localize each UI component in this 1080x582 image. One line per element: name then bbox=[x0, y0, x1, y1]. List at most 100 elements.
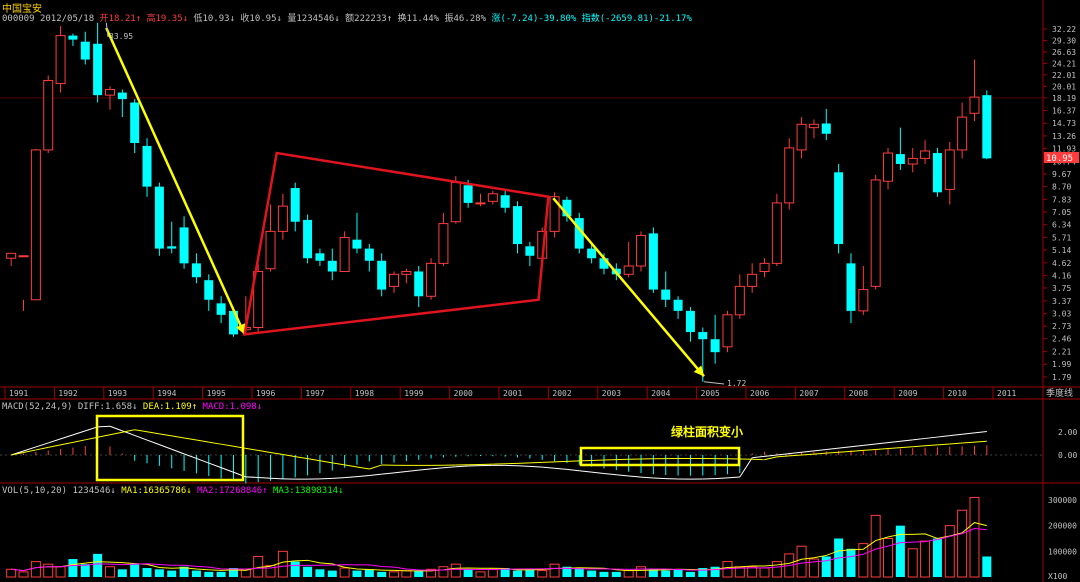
price-tick-label: 16.37 bbox=[1052, 107, 1076, 116]
macd-diff-line bbox=[727, 476, 740, 479]
candle-body-up bbox=[883, 152, 894, 182]
candle-body-up bbox=[438, 223, 449, 264]
macd-diff-line bbox=[789, 451, 802, 455]
up-arrow-icon: ↑ bbox=[386, 14, 393, 24]
candle-body-up bbox=[450, 182, 461, 223]
index-label: 指数 bbox=[581, 14, 600, 24]
ma3-value: 13898314 bbox=[294, 486, 339, 496]
candle-body-up bbox=[759, 262, 770, 272]
high-label: 高 bbox=[146, 14, 156, 24]
volume-bar-up bbox=[6, 568, 17, 578]
volume-bar-up bbox=[43, 563, 54, 578]
candle-body-up bbox=[104, 88, 115, 96]
candle-body-up bbox=[957, 116, 968, 151]
ma1-label: MA1: bbox=[121, 486, 143, 496]
macd-note: 绿柱面积变小 bbox=[671, 424, 743, 439]
macd-dea-line bbox=[35, 446, 49, 451]
macd-dea-line bbox=[196, 439, 209, 443]
down-arrow-icon: ↓ bbox=[132, 402, 138, 412]
macd-diff-line bbox=[443, 466, 456, 469]
down-arrow-icon: ↓ bbox=[110, 486, 116, 496]
macd-dea-line bbox=[776, 455, 790, 458]
macd-tick-label: 2.00 bbox=[1058, 428, 1077, 437]
macd-diff-line bbox=[912, 437, 926, 441]
vol-value: 1234546 bbox=[72, 486, 111, 496]
volume-bar-down bbox=[685, 571, 695, 577]
price-tick-label: 1.99 bbox=[1052, 360, 1071, 369]
macd-diff-line bbox=[245, 476, 259, 478]
highlight-box bbox=[95, 414, 245, 482]
volume-bar-down bbox=[80, 564, 90, 577]
down-arrow-icon: ↓ bbox=[276, 14, 282, 24]
volume-bar-down bbox=[661, 570, 671, 577]
year-tick-label: 1991 bbox=[9, 389, 28, 398]
volume-bar-up bbox=[450, 563, 461, 578]
candle-body-up bbox=[30, 149, 41, 301]
volume-bar-down bbox=[698, 568, 708, 577]
price-tick-label: 8.70 bbox=[1052, 183, 1071, 192]
macd-diff-line bbox=[418, 468, 432, 471]
volume-bar-down bbox=[710, 566, 720, 577]
volume-bar-up bbox=[18, 571, 29, 578]
candle-body-up bbox=[6, 252, 17, 259]
candle-body-down bbox=[303, 219, 313, 259]
volume-bar-up bbox=[487, 568, 498, 578]
macd-dea-line bbox=[159, 433, 172, 437]
vol-unit-label: X100 bbox=[1048, 572, 1067, 581]
macd-dea-line bbox=[282, 454, 296, 458]
macd-diff-line bbox=[220, 467, 234, 473]
macd-dea-line bbox=[208, 441, 222, 445]
volume-bar-up bbox=[55, 566, 66, 578]
macd-dea-line bbox=[801, 453, 814, 456]
macd-diff-line bbox=[962, 432, 975, 435]
macd-diff-line bbox=[554, 467, 567, 470]
volume-bar-up bbox=[796, 545, 807, 578]
macd-diff-line bbox=[715, 477, 728, 480]
ma2-value: 17268846 bbox=[218, 486, 263, 496]
candle-body-down bbox=[513, 206, 523, 245]
down-arrow-icon: ↓ bbox=[229, 14, 235, 24]
stock-name: 中国宝安 bbox=[2, 4, 42, 15]
candle-body-down bbox=[574, 218, 584, 249]
amplitude-label: 振 bbox=[444, 14, 454, 24]
candle-body-down bbox=[982, 95, 992, 159]
candle-body-down bbox=[142, 145, 152, 187]
year-tick-label: 2007 bbox=[799, 389, 818, 398]
price-tick-label: 26.63 bbox=[1052, 48, 1076, 57]
macd-dea-line bbox=[850, 449, 864, 452]
year-tick-label: 1994 bbox=[157, 389, 176, 398]
macd-diff-line bbox=[159, 444, 172, 450]
candle-body-down bbox=[228, 310, 238, 335]
volume-bar-down bbox=[364, 569, 374, 577]
macd-dea-line bbox=[109, 431, 123, 436]
candle-body-down bbox=[117, 92, 127, 100]
year-tick-label: 1997 bbox=[305, 389, 324, 398]
macd-value: 1.098 bbox=[229, 402, 257, 412]
macd-panel: 2.00 0.00 bbox=[0, 414, 1077, 484]
volume-bar-down bbox=[290, 561, 300, 577]
volume-bar-down bbox=[191, 570, 201, 577]
volume-bar-down bbox=[117, 569, 127, 577]
macd-diff-line bbox=[97, 425, 110, 428]
candle-body-down bbox=[216, 303, 226, 315]
candlesticks bbox=[6, 22, 992, 382]
amount-value: 222233 bbox=[354, 14, 387, 24]
volume-bar-down bbox=[846, 548, 856, 577]
candle-body-up bbox=[277, 205, 288, 232]
vol-ma1-line bbox=[11, 522, 987, 572]
year-tick-label: 2010 bbox=[948, 389, 967, 398]
period-label[interactable]: 季度线 bbox=[1046, 387, 1073, 399]
macd-dea-line bbox=[319, 460, 333, 464]
candle-body-down bbox=[191, 263, 201, 278]
macd-dea-line bbox=[307, 458, 321, 462]
macd-diff-line bbox=[628, 475, 642, 478]
candle-body-up bbox=[870, 179, 881, 287]
volume-bar-up bbox=[623, 570, 634, 578]
macd-diff-line bbox=[937, 435, 950, 438]
macd-dea-line bbox=[369, 464, 382, 470]
macd-dea-line bbox=[789, 454, 802, 457]
candle-body-down bbox=[130, 102, 140, 144]
candle-body-down bbox=[167, 246, 177, 249]
trend-arrow-line bbox=[552, 197, 705, 378]
